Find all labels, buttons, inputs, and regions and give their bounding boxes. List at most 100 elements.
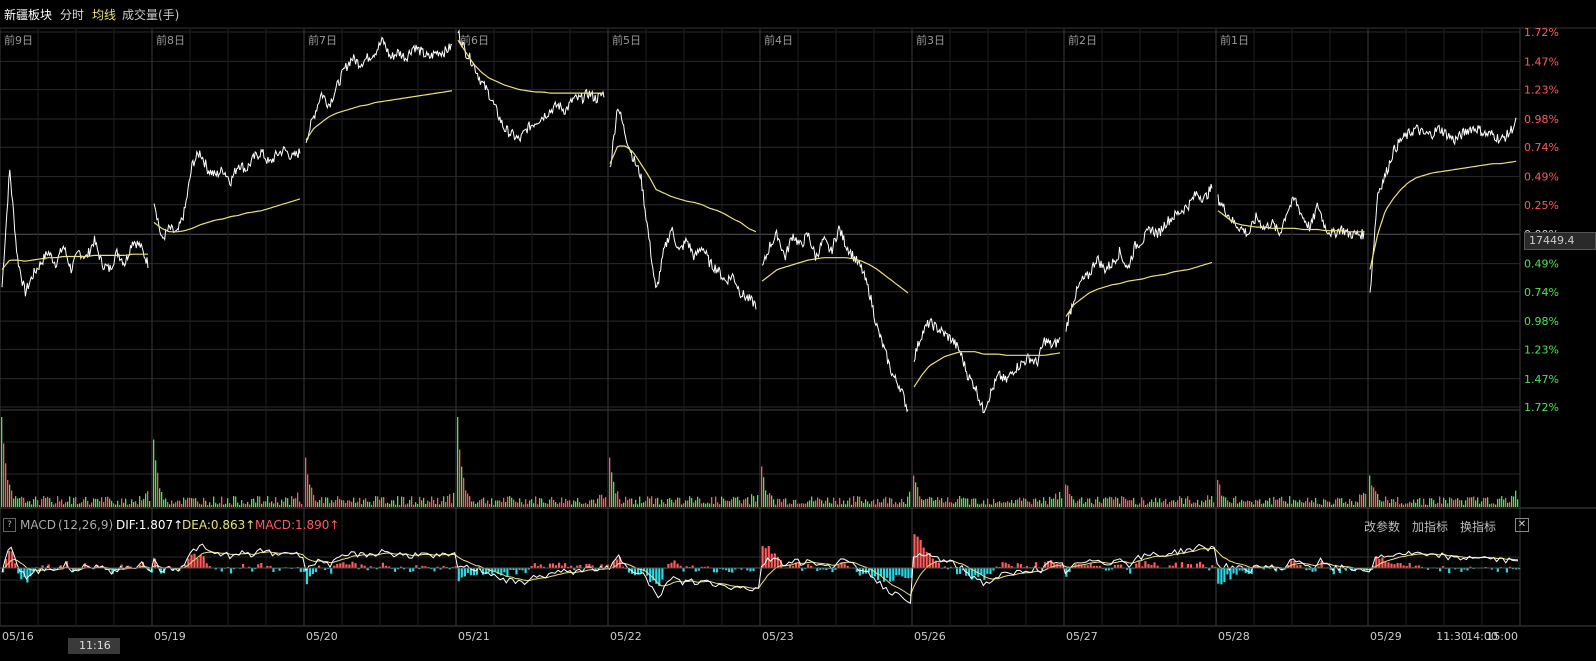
volume-bar bbox=[799, 504, 800, 507]
volume-bar bbox=[813, 501, 814, 507]
volume-bar bbox=[1019, 498, 1020, 508]
volume-bar bbox=[1299, 500, 1300, 507]
volume-bar bbox=[1051, 499, 1052, 507]
volume-bar bbox=[323, 503, 324, 507]
volume-bar bbox=[87, 501, 88, 507]
volume-bar bbox=[677, 498, 678, 508]
volume-bar bbox=[49, 498, 50, 507]
volume-bar bbox=[655, 499, 656, 508]
switch-indicator-button[interactable]: 换指标 bbox=[1460, 518, 1496, 535]
volume-bar bbox=[1203, 502, 1204, 507]
volume-bar bbox=[1379, 500, 1380, 507]
volume-bar bbox=[827, 498, 828, 508]
volume-bar bbox=[1271, 504, 1272, 507]
volume-bar bbox=[1009, 503, 1010, 507]
x-time-label: 11:30 bbox=[1436, 630, 1468, 643]
volume-bar bbox=[783, 499, 784, 507]
volume-bar bbox=[175, 502, 176, 507]
volume-bar bbox=[233, 496, 234, 507]
macd-bar bbox=[917, 537, 919, 568]
macd-bar bbox=[844, 563, 846, 568]
volume-bar bbox=[771, 496, 772, 508]
add-indicator-button[interactable]: 加指标 bbox=[1412, 518, 1448, 535]
volume-bar bbox=[1383, 501, 1384, 507]
volume-bar bbox=[1043, 497, 1044, 507]
volume-bar bbox=[693, 503, 694, 508]
volume-bar bbox=[675, 500, 676, 507]
volume-bar bbox=[529, 500, 530, 507]
volume-bar bbox=[1339, 499, 1340, 507]
volume-bar bbox=[901, 499, 902, 507]
avg-line bbox=[762, 258, 908, 293]
volume-bar bbox=[27, 501, 28, 507]
volume-bar bbox=[843, 501, 844, 508]
macd-bar bbox=[525, 568, 527, 573]
tab-avg-line[interactable]: 均线 bbox=[92, 6, 116, 23]
volume-bar bbox=[349, 501, 350, 508]
volume-bar bbox=[1491, 503, 1492, 507]
volume-bar bbox=[267, 496, 268, 507]
volume-bar bbox=[5, 463, 6, 507]
volume-bar bbox=[1149, 502, 1150, 507]
volume-bar bbox=[609, 458, 610, 508]
volume-bar bbox=[561, 497, 562, 507]
volume-bar bbox=[397, 496, 398, 507]
volume-bar bbox=[931, 498, 932, 507]
volume-bar bbox=[1077, 501, 1078, 507]
help-icon[interactable]: ? bbox=[3, 518, 16, 532]
volume-bar bbox=[1347, 504, 1348, 507]
volume-bar bbox=[83, 499, 84, 507]
volume-bar bbox=[705, 504, 706, 507]
volume-bar bbox=[1315, 498, 1316, 507]
volume-bar bbox=[449, 494, 450, 507]
volume-bar bbox=[1463, 505, 1464, 507]
volume-bar bbox=[1281, 497, 1282, 507]
volume-bar bbox=[571, 504, 572, 507]
volume-bar bbox=[493, 505, 494, 507]
volume-bar bbox=[193, 499, 194, 507]
volume-bar bbox=[515, 502, 516, 507]
volume-bar bbox=[985, 505, 986, 508]
volume-bar bbox=[219, 503, 220, 507]
volume-bar bbox=[905, 504, 906, 507]
volume-bar bbox=[1355, 501, 1356, 507]
volume-bar bbox=[797, 504, 798, 507]
macd-bar bbox=[1497, 568, 1499, 572]
volume-bar bbox=[91, 503, 92, 508]
volume-bar bbox=[387, 503, 388, 507]
volume-bar bbox=[1397, 497, 1398, 507]
volume-bar bbox=[1375, 491, 1376, 507]
macd-bar bbox=[907, 568, 909, 578]
volume-bar bbox=[351, 502, 352, 507]
volume-bar bbox=[1497, 499, 1498, 507]
volume-bar bbox=[81, 502, 82, 507]
macd-bar bbox=[904, 568, 906, 578]
avg-line bbox=[458, 40, 604, 93]
volume-bar bbox=[279, 505, 280, 507]
volume-bar bbox=[75, 497, 76, 507]
volume-bar bbox=[943, 503, 944, 507]
x-date-label: 05/19 bbox=[154, 630, 186, 643]
volume-bar bbox=[229, 503, 230, 507]
volume-bar bbox=[1235, 496, 1236, 507]
volume-bar bbox=[487, 500, 488, 507]
volume-bar bbox=[533, 503, 534, 507]
volume-bar bbox=[779, 499, 780, 507]
volume-bar bbox=[1427, 505, 1428, 507]
volume-bar bbox=[627, 500, 628, 507]
volume-bar bbox=[335, 500, 336, 507]
macd-bar bbox=[1002, 562, 1004, 568]
volume-bar bbox=[165, 499, 166, 508]
volume-bar bbox=[887, 503, 888, 507]
change-params-button[interactable]: 改参数 bbox=[1364, 518, 1400, 535]
volume-bar bbox=[773, 499, 774, 507]
tab-intraday[interactable]: 分时 bbox=[60, 6, 84, 23]
volume-bar bbox=[367, 502, 368, 507]
volume-bar bbox=[803, 504, 804, 508]
close-icon[interactable]: ✕ bbox=[1515, 518, 1529, 532]
macd-bar bbox=[336, 564, 338, 568]
volume-bar bbox=[877, 499, 878, 507]
volume-bar bbox=[1311, 500, 1312, 507]
